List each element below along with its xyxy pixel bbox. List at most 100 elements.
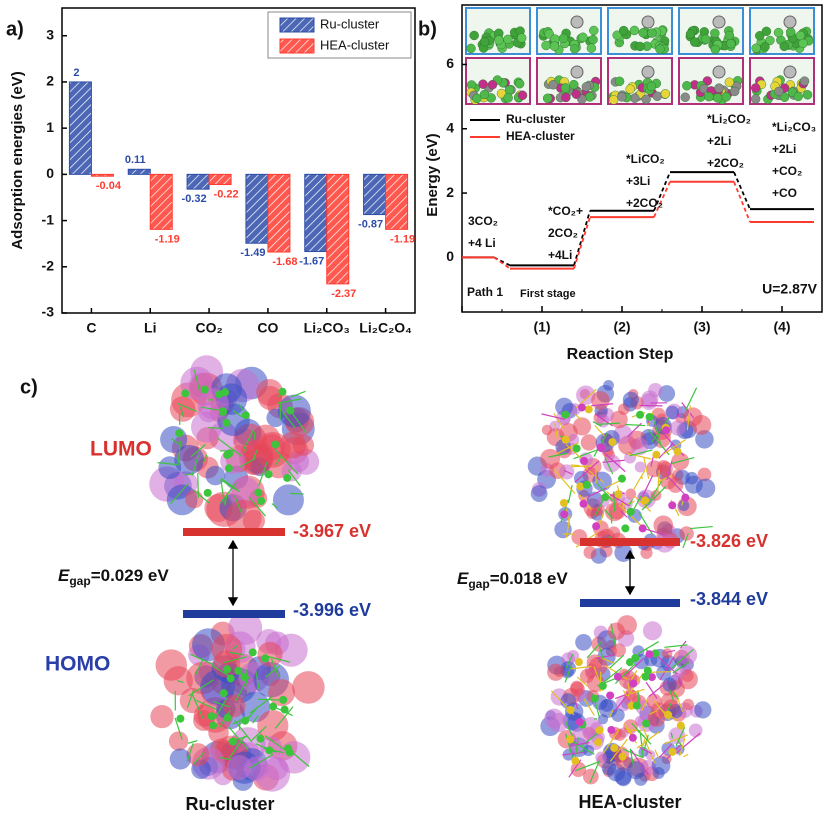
lobe xyxy=(595,751,607,764)
lobe xyxy=(150,704,174,729)
cluster-name: Ru-cluster xyxy=(185,794,274,814)
bond xyxy=(221,479,237,491)
bond xyxy=(675,732,701,754)
lobe xyxy=(665,405,680,420)
step-annotation: +CO xyxy=(772,186,797,200)
atom xyxy=(751,43,761,53)
atom xyxy=(636,410,645,419)
atom xyxy=(641,94,651,105)
atom xyxy=(643,666,652,675)
bond xyxy=(564,664,573,683)
bar xyxy=(267,173,291,253)
adsorbate xyxy=(783,15,797,29)
bond xyxy=(670,732,674,739)
atom xyxy=(560,83,571,93)
bond xyxy=(563,469,573,475)
atom xyxy=(608,95,619,105)
atom xyxy=(256,734,265,743)
homo-energy: -3.844 eV xyxy=(690,589,768,609)
bond xyxy=(583,698,595,716)
atom xyxy=(585,92,595,102)
bond xyxy=(649,709,658,715)
atom xyxy=(581,82,592,92)
x-axis-label: Reaction Step xyxy=(567,346,674,363)
bond xyxy=(598,645,604,659)
bond xyxy=(618,504,645,529)
bond xyxy=(553,413,564,429)
atom xyxy=(795,30,806,41)
bond xyxy=(675,726,686,747)
atom xyxy=(613,672,622,681)
bond xyxy=(658,443,674,459)
bond xyxy=(176,679,184,684)
bar xyxy=(90,173,114,177)
lobe xyxy=(642,621,663,641)
bond xyxy=(623,500,635,506)
atom xyxy=(503,93,513,103)
lobe xyxy=(624,688,637,701)
atom xyxy=(607,725,616,734)
atom xyxy=(761,26,772,37)
step-annotation: +3Li xyxy=(626,174,650,188)
x-tick-label: Li₂CO₃ xyxy=(304,320,350,336)
bond xyxy=(275,455,282,465)
legend-label: HEA-cluster xyxy=(506,129,575,143)
atom xyxy=(773,27,784,38)
bond xyxy=(157,462,180,466)
atom xyxy=(682,81,692,91)
bond xyxy=(609,493,630,507)
bond xyxy=(179,406,185,418)
atom xyxy=(610,743,619,752)
atom xyxy=(590,694,599,703)
bond xyxy=(629,449,653,457)
lobe xyxy=(580,434,598,451)
atom xyxy=(561,92,571,103)
lobe xyxy=(694,701,712,719)
orbital-render xyxy=(540,615,712,787)
bond xyxy=(672,691,679,700)
bond xyxy=(228,735,246,759)
bond xyxy=(195,699,217,710)
atom xyxy=(714,83,724,93)
bond xyxy=(680,640,687,649)
lobe xyxy=(244,756,269,782)
bond xyxy=(679,738,686,757)
lobe xyxy=(647,709,666,727)
atom xyxy=(582,480,591,489)
bond xyxy=(217,437,243,457)
atom xyxy=(612,30,622,40)
lobe xyxy=(622,391,639,408)
atom xyxy=(225,449,234,458)
atom xyxy=(572,444,581,453)
bond xyxy=(192,751,205,765)
atom xyxy=(559,499,568,508)
connector xyxy=(493,256,511,270)
gap-label: Egap=0.018 eV xyxy=(457,569,568,591)
lobe xyxy=(576,385,596,405)
bond xyxy=(641,485,667,511)
atom xyxy=(617,474,626,483)
atom xyxy=(799,76,810,86)
atom xyxy=(278,387,287,396)
atom xyxy=(641,496,650,505)
lobe xyxy=(651,756,671,775)
legend-swatch xyxy=(279,17,315,33)
connector xyxy=(573,216,591,269)
lobe xyxy=(272,484,304,516)
atom xyxy=(561,435,570,444)
lobe xyxy=(570,681,585,697)
lobe xyxy=(615,696,631,712)
bond xyxy=(623,723,633,735)
atom xyxy=(779,41,789,52)
atom xyxy=(224,464,233,473)
lobe xyxy=(627,761,646,780)
lobe xyxy=(625,488,637,500)
atom xyxy=(469,30,479,41)
atom xyxy=(681,493,690,502)
gap-symbol: E xyxy=(58,566,70,585)
atom xyxy=(496,88,507,99)
atom xyxy=(726,38,736,49)
atom xyxy=(647,673,656,682)
bond xyxy=(586,640,603,659)
bond xyxy=(564,720,574,737)
